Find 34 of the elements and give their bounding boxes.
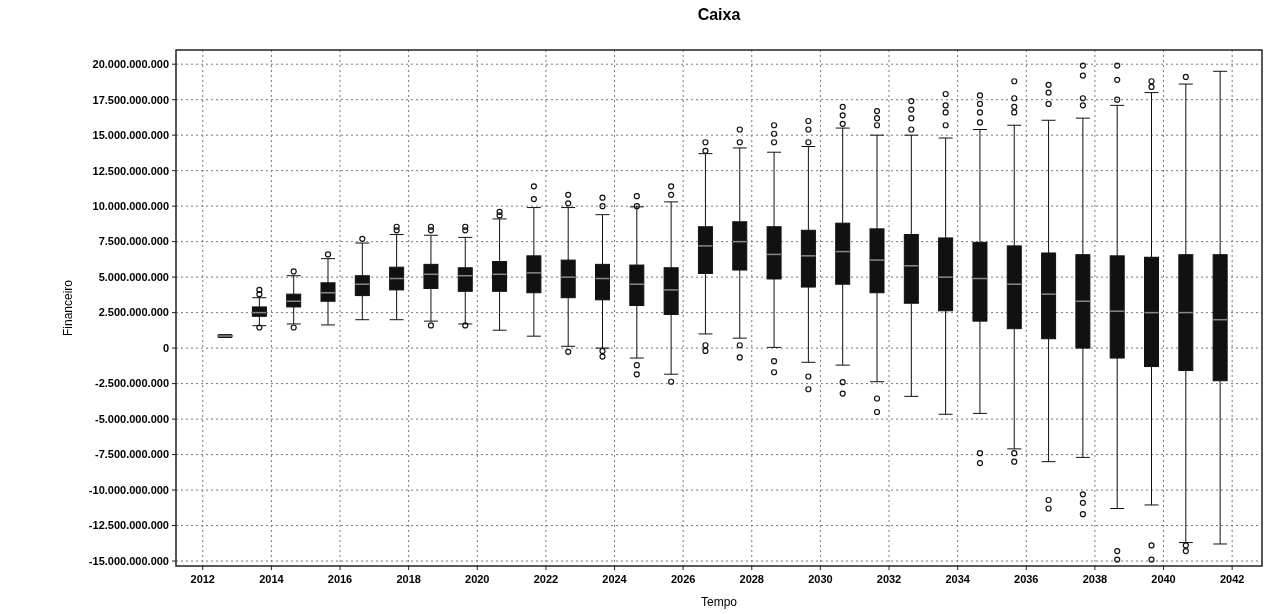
y-tick-label: 10.000.000.000 [92,200,169,212]
y-tick-label: 7.500.000.000 [98,235,169,248]
x-tick-label: 2042 [1219,573,1245,585]
y-tick-label: -15.000.000.000 [88,554,169,567]
x-tick-label: 2034 [945,573,971,585]
y-tick-label: -10.000.000.000 [88,483,169,496]
y-tick-label: -2.500.000.000 [94,377,169,390]
y-axis-title: Financeiro [61,279,75,337]
x-tick-label: 2030 [808,573,833,585]
y-tick-label: 2.500.000.000 [98,306,169,319]
x-tick-label: 2026 [670,573,696,585]
x-tick-label: 2038 [1082,573,1108,585]
x-tick-label: 2024 [602,573,628,585]
y-tick-label: 5.000.000.000 [98,270,169,283]
x-tick-label: 2020 [465,573,490,585]
y-tick-label: 0 [162,341,169,354]
chart-title: Caixa [697,6,741,23]
y-tick-label: 20.000.000.000 [92,58,169,71]
y-tick-label: -12.500.000.000 [88,519,169,532]
x-axis-title: Tempo [700,595,738,609]
x-tick-label: 2018 [396,573,421,585]
y-tick-label: 17.500.000.000 [92,93,169,106]
x-tick-label: 2028 [739,573,765,585]
x-tick-label: 2012 [190,573,216,585]
x-tick-label: 2014 [259,573,285,585]
y-tick-label: -5.000.000.000 [94,412,169,425]
x-tick-label: 2032 [876,573,902,585]
x-tick-label: 2036 [1014,573,1039,585]
x-tick-label: 2022 [533,573,559,585]
y-tick-label: -7.500.000.000 [94,448,169,461]
x-tick-label: 2016 [327,573,353,585]
y-tick-label: 12.500.000.000 [92,164,169,177]
y-tick-label: 15.000.000.000 [92,129,169,142]
x-tick-label: 2040 [1151,573,1176,585]
